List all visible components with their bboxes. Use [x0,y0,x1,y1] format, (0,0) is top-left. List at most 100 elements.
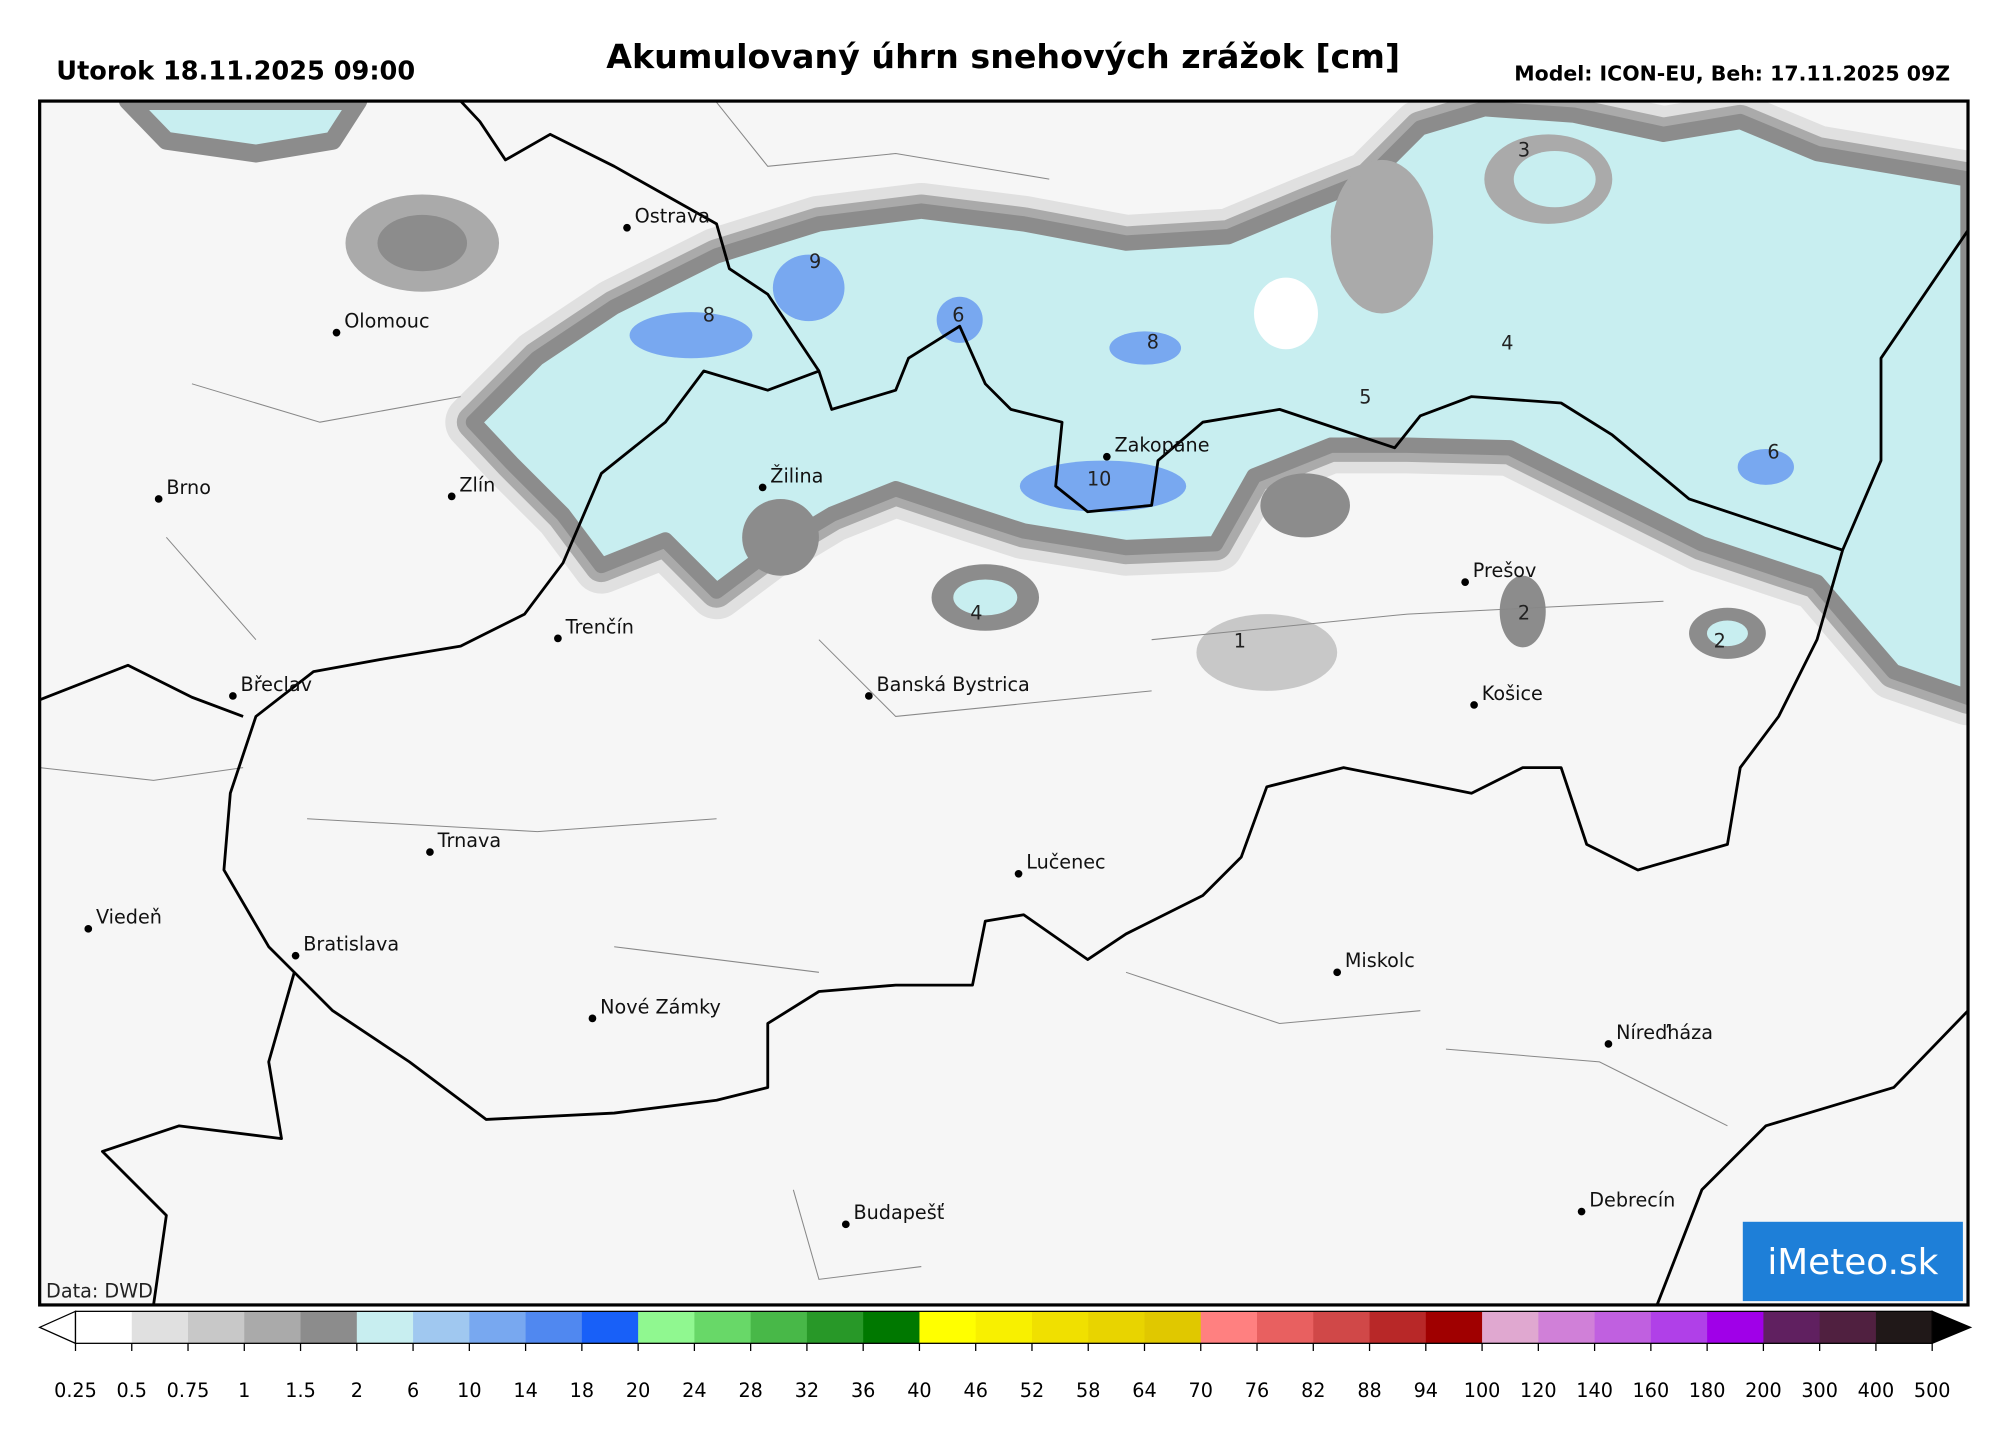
city-label: Žilina [770,464,823,487]
city-label: Prešov [1473,559,1537,582]
city-label: Trnava [437,829,501,852]
contour-label-layer: 9 8 6 8 10 5 4 3 6 4 2 2 1 [703,138,1780,652]
contour-label: 8 [703,304,715,327]
city-layer: Ostrava Olomouc Brno Zlín Žilina Zakopane Tren… [84,205,1713,1229]
city-label: Olomouc [344,310,429,333]
city-label: Zakopane [1115,434,1210,457]
colorbar: 0.25 0.5 0.75 1 1.5 2 6 10 14 18 20 24 28 32 36 40 46 52 5… [38,1310,1973,1402]
colorbar-bin [1482,1311,1539,1344]
colorbar-bin [581,1311,639,1344]
city-dot [623,223,631,232]
map [39,101,1969,1305]
colorbar-bin [131,1311,189,1344]
colorbar-tick-label: 120 [1520,1379,1557,1402]
colorbar-tick-label: 100 [1464,1379,1501,1402]
contour-label: 4 [970,602,982,625]
colorbar-bin [1650,1311,1708,1344]
colorbar-tick-label: 180 [1689,1379,1726,1402]
colorbar-bin [1088,1311,1146,1344]
title: Akumulovaný úhrn snehových zrážok [cm] [606,37,1400,76]
colorbar-tick-label: 400 [1858,1379,1895,1402]
contour-label: 1 [1234,630,1246,653]
colorbar-bin [75,1311,133,1344]
contour-label: 2 [1518,602,1530,625]
colorbar-bin [1763,1311,1821,1344]
city-label: Břeclav [241,673,312,696]
colorbar-bin [975,1311,1033,1344]
colorbar-tick-label: 1 [238,1379,250,1402]
city-label: Níreďháza [1616,1021,1713,1044]
city-dot [1014,869,1023,878]
colorbar-tick-label: 28 [738,1379,762,1402]
colorbar-bin [1257,1311,1314,1344]
colorbar-bin [244,1311,302,1344]
colorbar-tick-label: 46 [963,1379,987,1402]
colorbar-tick-label: 2 [351,1379,363,1402]
city-label: Debrecín [1589,1188,1675,1211]
colorbar-bin [1144,1311,1202,1344]
colorbar-tick-label: 94 [1414,1379,1438,1402]
colorbar-tick-label: 160 [1633,1379,1670,1402]
city-dot [332,328,341,337]
colorbar-bin [1200,1311,1258,1344]
colorbar-over [1931,1310,1973,1345]
colorbar-tick-label: 52 [1020,1379,1044,1402]
city-label: Nové Zámky [600,995,721,1018]
city-dot [84,924,93,933]
logo-box [1742,1221,1963,1302]
colorbar-tick-label: 58 [1076,1379,1100,1402]
colorbar-tick-label: 18 [570,1379,594,1402]
city-dot [229,692,237,700]
colorbar-bin [806,1311,864,1344]
city-label: Zlín [459,473,495,496]
colorbar-bin [1425,1311,1483,1344]
colorbar-tick-label: 1.5 [285,1379,316,1402]
contour-label: 9 [809,250,821,273]
contour-label: 5 [1359,385,1371,408]
city-label: Bratislava [303,933,399,956]
colorbar-tick-label: 0.25 [54,1379,97,1402]
colorbar-bin [1313,1311,1371,1344]
colorbar-bin [300,1311,358,1344]
colorbar-bin [1875,1311,1933,1344]
colorbar-bin [356,1311,414,1344]
city-dot [758,483,767,492]
city-dot [865,692,873,700]
city-dot [447,492,456,501]
colorbar-bin [1819,1311,1877,1344]
colorbar-bin [694,1311,752,1344]
city-dot [154,495,163,503]
city-dot [1333,968,1342,977]
colorbar-bin [1594,1311,1652,1344]
city-dot [1470,701,1478,709]
city-label: Lučenec [1026,851,1105,874]
colorbar-tick-label: 0.75 [167,1379,210,1402]
colorbar-tick-label: 500 [1914,1379,1951,1402]
colorbar-bin [750,1311,808,1344]
colorbar-bin [638,1311,696,1344]
date-label: Utorok 18.11.2025 09:00 [56,56,415,86]
colorbar-tick-label: 200 [1745,1379,1782,1402]
model-label: Model: ICON-EU, Beh: 17.11.2025 09Z [1514,62,1950,86]
colorbar-frame [74,1310,1933,1344]
city-dot [426,848,434,856]
city-dot [841,1220,850,1229]
colorbar-bin [863,1311,921,1344]
city-label: Viedeň [96,906,162,929]
colorbar-tick-label: 70 [1189,1379,1213,1402]
city-dot [1604,1040,1613,1048]
colorbar-tick-label: 140 [1576,1379,1613,1402]
colorbar-tick-label: 32 [795,1379,819,1402]
colorbar-bin [525,1311,583,1344]
colorbar-under [38,1310,77,1345]
city-dot [588,1014,597,1023]
colorbar-tick-label: 36 [851,1379,875,1402]
city-label: Ostrava [635,205,710,228]
colorbar-tick-label: 82 [1301,1379,1325,1402]
colorbar-bin [1538,1311,1596,1344]
colorbar-tick-label: 76 [1245,1379,1269,1402]
colorbar-tick-label: 300 [1801,1379,1838,1402]
colorbar-bin [1707,1311,1765,1344]
contour-label: 6 [952,304,964,327]
